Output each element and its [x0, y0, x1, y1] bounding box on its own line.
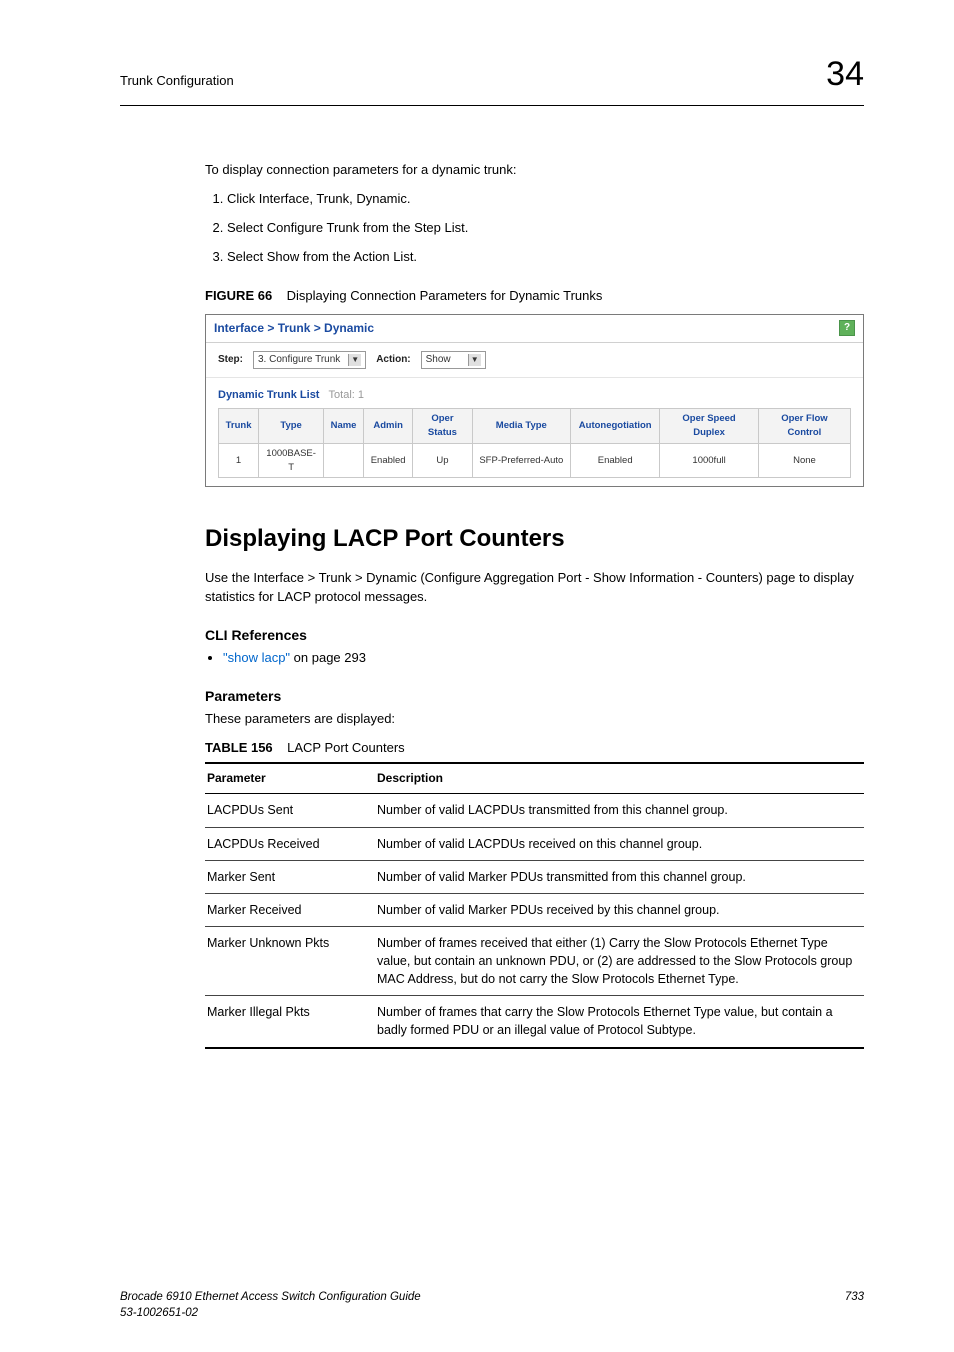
table-label: TABLE 156 [205, 740, 273, 755]
table-row: Marker Illegal PktsNumber of frames that… [205, 996, 864, 1048]
table-header-cell: Media Type [472, 409, 571, 444]
figure-title: Displaying Connection Parameters for Dyn… [287, 288, 603, 303]
param-name-cell: LACPDUs Received [205, 827, 375, 860]
table-cell: Up [413, 443, 472, 478]
param-desc-cell: Number of valid Marker PDUs received by … [375, 893, 864, 926]
chapter-number: 34 [826, 50, 864, 99]
footer-docnum: 53-1002651-02 [120, 1305, 421, 1322]
table-header-cell: Oper Speed Duplex [660, 409, 759, 444]
parameters-table: Parameter Description LACPDUs SentNumber… [205, 762, 864, 1049]
param-col-header: Parameter [205, 763, 375, 794]
step-item: Click Interface, Trunk, Dynamic. [227, 190, 864, 209]
figure-label: FIGURE 66 [205, 288, 272, 303]
table-row: Marker Unknown PktsNumber of frames rece… [205, 926, 864, 995]
header-section-title: Trunk Configuration [120, 72, 234, 91]
steps-list: Click Interface, Trunk, Dynamic. Select … [205, 190, 864, 267]
step-select[interactable]: 3. Configure Trunk ▼ [253, 351, 366, 370]
table-cell [324, 443, 364, 478]
help-icon[interactable]: ? [839, 320, 855, 336]
parameters-line: These parameters are displayed: [205, 710, 864, 729]
table-cell: None [758, 443, 850, 478]
show-lacp-link[interactable]: "show lacp" [223, 650, 290, 665]
param-desc-cell: Number of frames that carry the Slow Pro… [375, 996, 864, 1048]
param-name-cell: Marker Received [205, 893, 375, 926]
table-row: Marker ReceivedNumber of valid Marker PD… [205, 893, 864, 926]
screenshot-panel: Interface > Trunk > Dynamic ? Step: 3. C… [205, 314, 864, 488]
section-heading: Displaying LACP Port Counters [205, 522, 864, 557]
table-cell: Enabled [571, 443, 660, 478]
table-cell: 1000BASE-T [259, 443, 324, 478]
table-caption: TABLE 156 LACP Port Counters [205, 739, 864, 758]
table-header-cell: Admin [363, 409, 412, 444]
table-header-cell: Autonegotiation [571, 409, 660, 444]
section-paragraph: Use the Interface > Trunk > Dynamic (Con… [205, 569, 864, 607]
step-item: Select Show from the Action List. [227, 248, 864, 267]
trunk-list-total: Total: 1 [329, 389, 364, 401]
parameters-heading: Parameters [205, 686, 864, 706]
table-header-cell: Name [324, 409, 364, 444]
table-row: LACPDUs ReceivedNumber of valid LACPDUs … [205, 827, 864, 860]
footer-title: Brocade 6910 Ethernet Access Switch Conf… [120, 1289, 421, 1306]
param-name-cell: Marker Unknown Pkts [205, 926, 375, 995]
table-header-row: TrunkTypeNameAdminOper StatusMedia TypeA… [219, 409, 851, 444]
table-row: 11000BASE-TEnabledUpSFP-Preferred-AutoEn… [219, 443, 851, 478]
table-header-cell: Oper Status [413, 409, 472, 444]
page-footer: Brocade 6910 Ethernet Access Switch Conf… [120, 1289, 864, 1322]
trunk-list-table: TrunkTypeNameAdminOper StatusMedia TypeA… [218, 408, 851, 478]
table-cell: SFP-Preferred-Auto [472, 443, 571, 478]
cli-link-suffix: on page 293 [290, 650, 366, 665]
table-cell: 1000full [660, 443, 759, 478]
param-name-cell: LACPDUs Sent [205, 794, 375, 827]
table-row: LACPDUs SentNumber of valid LACPDUs tran… [205, 794, 864, 827]
cli-reference-item: "show lacp" on page 293 [223, 649, 864, 668]
step-label: Step: [218, 353, 243, 368]
table-header-cell: Trunk [219, 409, 259, 444]
chevron-down-icon: ▼ [468, 354, 481, 366]
intro-paragraph: To display connection parameters for a d… [205, 161, 864, 180]
action-select-value: Show [426, 353, 451, 368]
table-row: Marker SentNumber of valid Marker PDUs t… [205, 860, 864, 893]
param-name-cell: Marker Illegal Pkts [205, 996, 375, 1048]
param-name-cell: Marker Sent [205, 860, 375, 893]
param-desc-cell: Number of valid Marker PDUs transmitted … [375, 860, 864, 893]
trunk-list-title: Dynamic Trunk List [218, 389, 319, 401]
param-desc-cell: Number of valid LACPDUs transmitted from… [375, 794, 864, 827]
param-desc-cell: Number of valid LACPDUs received on this… [375, 827, 864, 860]
table-cell: Enabled [363, 443, 412, 478]
action-select[interactable]: Show ▼ [421, 351, 486, 370]
breadcrumb: Interface > Trunk > Dynamic [214, 320, 374, 337]
param-desc-cell: Number of frames received that either (1… [375, 926, 864, 995]
cli-references-heading: CLI References [205, 625, 864, 645]
figure-caption: FIGURE 66 Displaying Connection Paramete… [205, 287, 864, 306]
table-cell: 1 [219, 443, 259, 478]
step-select-value: 3. Configure Trunk [258, 353, 340, 368]
action-label: Action: [376, 353, 410, 368]
table-header-cell: Type [259, 409, 324, 444]
desc-col-header: Description [375, 763, 864, 794]
chevron-down-icon: ▼ [348, 354, 361, 366]
table-header-cell: Oper Flow Control [758, 409, 850, 444]
table-title: LACP Port Counters [287, 740, 405, 755]
step-item: Select Configure Trunk from the Step Lis… [227, 219, 864, 238]
footer-page-number: 733 [845, 1289, 864, 1322]
